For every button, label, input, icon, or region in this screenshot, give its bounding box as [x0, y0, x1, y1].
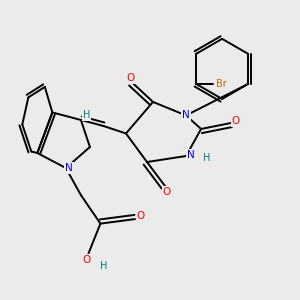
- Text: N: N: [182, 110, 190, 120]
- Text: O: O: [162, 187, 171, 197]
- Text: O: O: [232, 116, 240, 127]
- Text: H: H: [203, 152, 211, 163]
- Text: O: O: [137, 211, 145, 221]
- Text: O: O: [126, 73, 135, 83]
- Text: H: H: [100, 261, 107, 271]
- Text: H: H: [83, 110, 91, 120]
- Text: N: N: [187, 149, 194, 160]
- Text: Br: Br: [216, 79, 227, 89]
- Text: N: N: [65, 163, 73, 173]
- Text: O: O: [83, 255, 91, 265]
